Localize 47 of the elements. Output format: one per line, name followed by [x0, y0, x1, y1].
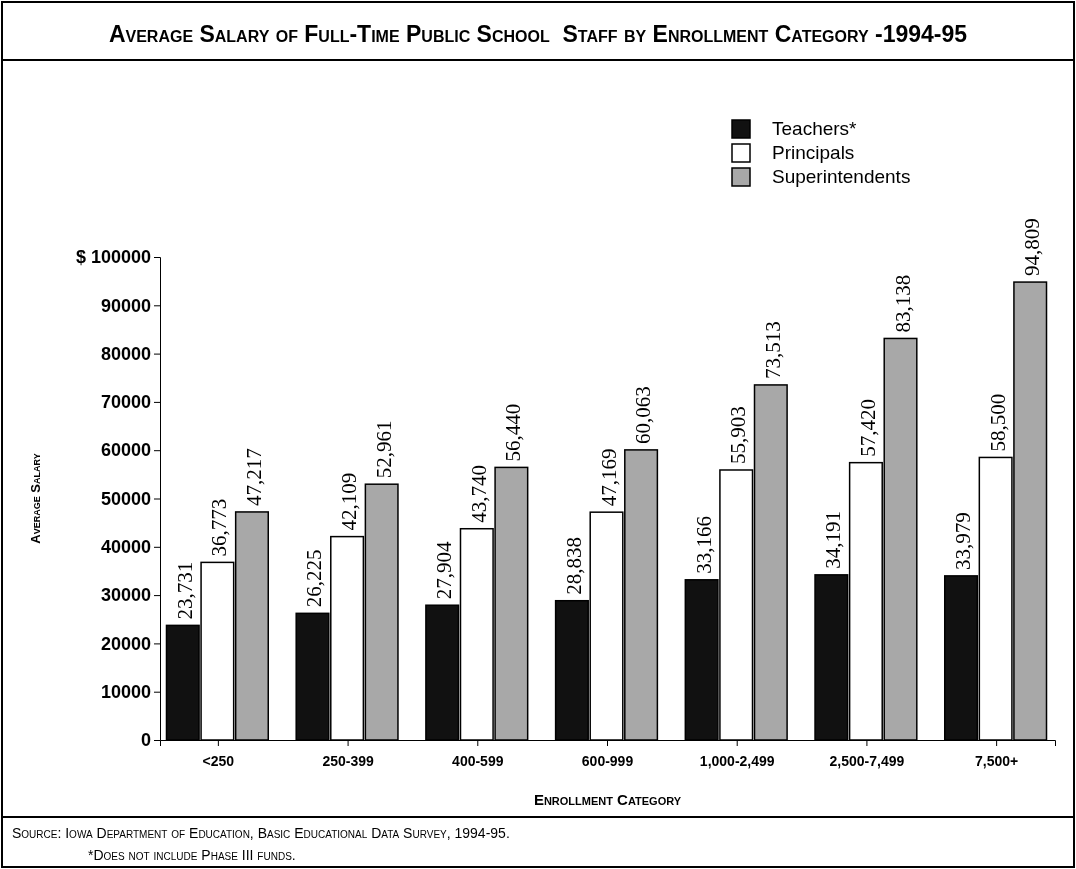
data-label: 27,904	[432, 540, 457, 600]
data-label: 56,440	[501, 403, 526, 462]
legend-label: Principals	[772, 142, 855, 163]
data-label: 26,225	[302, 549, 327, 608]
y-tick-label: 50000	[100, 488, 151, 509]
y-tick-label: 0	[140, 730, 151, 751]
y-tick-label: 80000	[100, 343, 151, 364]
data-label: 47,217	[241, 448, 266, 506]
x-tick-label: 600-999	[581, 752, 634, 769]
y-tick-label: 90000	[100, 295, 151, 316]
data-label: 33,979	[951, 512, 976, 570]
data-label: 47,169	[596, 448, 621, 507]
data-label: 60,063	[631, 386, 656, 444]
data-label: 36,773	[207, 498, 232, 557]
data-label: 73,513	[760, 321, 785, 379]
data-label: 57,420	[855, 398, 880, 457]
source-note: Source: Iowa Department of Education, Basic Educational Data Survey, 1994-95.	[12, 825, 510, 841]
x-tick-label: 1,000-2,499	[699, 752, 775, 769]
data-label: 94,809	[1020, 218, 1045, 277]
y-tick-label: 20000	[100, 633, 151, 654]
y-tick-label: 30000	[100, 585, 151, 606]
data-label: 58,500	[985, 393, 1010, 452]
x-tick-label: 2,500-7,499	[829, 752, 905, 769]
y-tick-label: 60000	[100, 440, 151, 461]
data-label: 52,961	[371, 420, 396, 479]
y-tick-label: 10000	[100, 681, 151, 702]
x-axis-title: Enrollment Category	[533, 791, 682, 808]
data-label: 55,903	[726, 406, 751, 464]
x-tick-label: 7,500+	[975, 752, 1019, 769]
legend-label: Superintendents	[772, 166, 911, 187]
data-label: 42,109	[337, 472, 362, 531]
legend-label: Teachers*	[772, 118, 858, 139]
y-tick-label: 40000	[100, 537, 151, 558]
data-label: 33,166	[691, 516, 716, 574]
x-tick-label: 400-599	[452, 752, 504, 769]
y-tick-label: 70000	[100, 392, 151, 413]
data-label: 34,191	[821, 511, 846, 569]
x-tick-label: <250	[202, 752, 235, 769]
text: *Does not include Phase III funds.	[88, 847, 296, 863]
data-label: 83,138	[890, 274, 915, 333]
x-tick-label: 250-399	[322, 752, 374, 769]
y-axis-title: Average Salary	[28, 453, 43, 544]
data-label: 23,731	[172, 561, 197, 620]
y-tick-label: $ 100000	[75, 247, 151, 268]
data-label: 28,838	[561, 536, 586, 595]
chart-title: Average Salary of Full-Time Public School Staff by Enrollment Category -1994-95	[108, 21, 968, 47]
data-label: 43,740	[466, 464, 491, 523]
